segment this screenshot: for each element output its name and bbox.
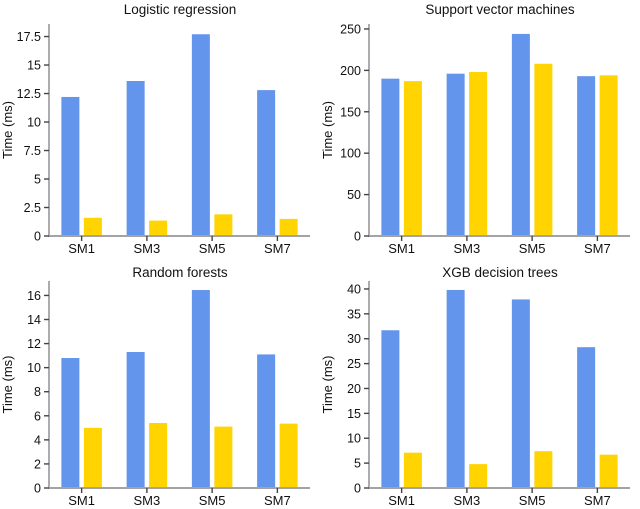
y-tick-label: 10	[347, 432, 361, 446]
y-tick-label: 50	[347, 188, 361, 202]
chart-title: Support vector machines	[425, 2, 575, 17]
y-axis-label: Time (ms)	[0, 101, 15, 159]
x-tick-label: SM5	[519, 493, 546, 508]
bar-sm3-blue	[446, 289, 465, 488]
chart-xgb-decision-trees: XGB decision trees 0 5 10 15 20 25 30 35 40 SM1 SM…	[320, 255, 640, 509]
x-tick-label: SM3	[134, 241, 161, 255]
bar-sm5-yellow	[534, 451, 553, 488]
y-tick-label: 10	[27, 116, 41, 130]
y-axis-label: Time (ms)	[0, 355, 15, 413]
y-tick-label: 0	[354, 230, 361, 244]
bar-sm7-yellow	[599, 75, 618, 236]
bar-sm5-blue	[191, 34, 210, 237]
bar-sm3-yellow	[469, 464, 488, 488]
chart-title: Logistic regression	[123, 2, 237, 17]
y-tick-label: 25	[347, 357, 361, 371]
bar-sm1-blue	[61, 96, 80, 236]
y-tick-label: 15	[347, 407, 361, 421]
bar-sm1-blue	[61, 358, 80, 488]
x-tick-label: SM7	[584, 493, 611, 508]
bar-sm1-blue	[381, 78, 400, 236]
y-tick-label: 17.5	[17, 30, 41, 44]
x-tick-label: SM5	[199, 241, 226, 255]
chart-logistic-regression: Logistic regression 0 2.5 5 7.5 10 12.5 15 17.5…	[0, 0, 320, 255]
y-tick-label: 20	[347, 382, 361, 396]
bar-sm7-blue	[257, 354, 276, 488]
bar-sm5-blue	[191, 290, 210, 488]
y-tick-label: 4	[34, 433, 41, 447]
chart-support-vector-machines: Support vector machines 0 50 100 150 200 250 S…	[320, 0, 640, 255]
y-tick-label: 40	[347, 282, 361, 296]
x-tick-label: SM3	[454, 241, 481, 255]
bar-sm1-yellow	[403, 81, 422, 236]
x-tick-label: SM1	[68, 493, 95, 508]
y-tick-label: 150	[340, 105, 361, 119]
chart-title: Random forests	[132, 265, 228, 280]
bar-sm3-blue	[446, 73, 465, 236]
chart-canvas: 0 2.5 5 7.5 10 12.5 15 17.5 SM1 SM3 SM5 SM7 Time (ms…	[0, 24, 310, 255]
x-tick-label: SM1	[388, 241, 415, 255]
bar-sm7-blue	[577, 76, 596, 236]
y-tick-label: 35	[347, 307, 361, 321]
y-tick-label: 7.5	[24, 144, 41, 158]
y-tick-label: 16	[27, 289, 41, 303]
bar-sm1-blue	[381, 330, 400, 488]
y-tick-label: 14	[27, 313, 41, 327]
y-tick-label: 0	[34, 230, 41, 244]
y-axis-label: Time (ms)	[320, 355, 335, 413]
x-tick-label: SM7	[264, 493, 291, 508]
bar-sm5-blue	[511, 33, 530, 236]
chart-canvas: 0 50 100 150 200 250 SM1 SM3 SM5 SM7 Time (ms)	[320, 22, 630, 255]
y-tick-label: 0	[34, 482, 41, 496]
x-tick-label: SM3	[454, 493, 481, 508]
chart-random-forests: Random forests 0 2 4 6 8 10 12 14 16 SM1 SM3 SM5 SM7…	[0, 255, 320, 509]
bar-sm1-yellow	[83, 217, 102, 236]
y-tick-label: 5	[354, 457, 361, 471]
y-tick-label: 12.5	[17, 87, 41, 101]
bar-sm1-yellow	[83, 427, 102, 488]
y-axis-label: Time (ms)	[320, 101, 335, 159]
y-tick-label: 100	[340, 147, 361, 161]
bar-sm7-yellow	[279, 423, 298, 488]
bar-sm7-yellow	[599, 454, 618, 488]
bar-sm5-yellow	[214, 426, 233, 488]
bar-sm7-yellow	[279, 218, 298, 236]
bar-sm7-blue	[577, 347, 596, 488]
bar-sm5-yellow	[534, 63, 553, 236]
bar-sm3-yellow	[469, 72, 488, 236]
y-tick-label: 6	[34, 409, 41, 423]
x-tick-label: SM1	[388, 493, 415, 508]
x-tick-label: SM5	[519, 241, 546, 255]
y-tick-label: 2.5	[24, 201, 41, 215]
bar-sm3-blue	[126, 352, 145, 488]
y-tick-label: 2	[34, 457, 41, 471]
bar-sm3-yellow	[149, 220, 168, 236]
y-tick-label: 5	[34, 173, 41, 187]
bar-sm5-blue	[511, 299, 530, 488]
x-tick-label: SM5	[199, 493, 226, 508]
y-tick-label: 10	[27, 361, 41, 375]
bar-sm7-blue	[257, 90, 276, 236]
y-tick-label: 12	[27, 337, 41, 351]
y-tick-label: 15	[27, 59, 41, 73]
y-tick-label: 30	[347, 332, 361, 346]
y-tick-label: 8	[34, 385, 41, 399]
bar-sm1-yellow	[403, 452, 422, 488]
y-tick-label: 250	[340, 22, 361, 36]
bar-sm3-yellow	[149, 423, 168, 488]
y-tick-label: 200	[340, 64, 361, 78]
bar-sm5-yellow	[214, 214, 233, 236]
x-tick-label: SM7	[584, 241, 611, 255]
chart-title: XGB decision trees	[442, 265, 558, 280]
chart-canvas: 0 2 4 6 8 10 12 14 16 SM1 SM3 SM5 SM7 Time (ms)	[0, 281, 310, 508]
bar-sm3-blue	[126, 80, 145, 237]
x-tick-label: SM3	[134, 493, 161, 508]
x-tick-label: SM7	[264, 241, 291, 255]
chart-canvas: 0 5 10 15 20 25 30 35 40 SM1 SM3 SM5 SM7 Time (ms)	[320, 281, 630, 508]
y-tick-label: 0	[354, 482, 361, 496]
x-tick-label: SM1	[68, 241, 95, 255]
